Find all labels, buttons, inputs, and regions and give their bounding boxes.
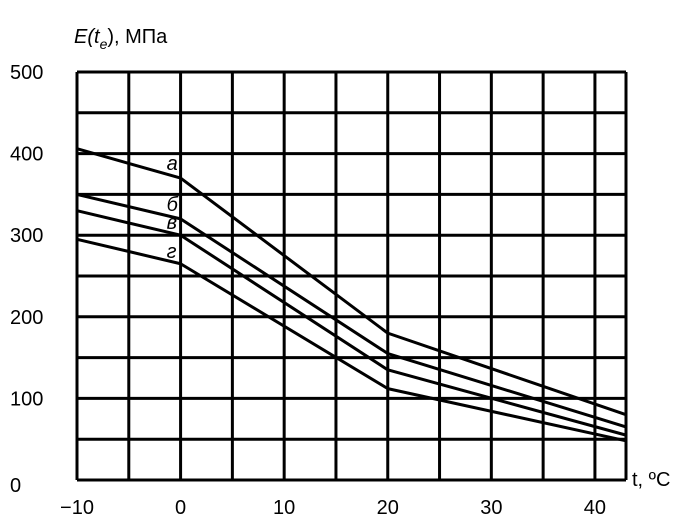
grid xyxy=(75,70,628,482)
y-tick-label: 200 xyxy=(10,307,43,329)
x-axis-title: t, ºC xyxy=(632,469,670,491)
series-line-б xyxy=(76,192,627,429)
y-axis-title-main: E(t xyxy=(74,26,101,48)
y-tick-label: 100 xyxy=(10,388,43,410)
y-tick-label: 300 xyxy=(10,225,43,247)
series-label-б: б xyxy=(167,194,179,216)
series-group xyxy=(76,147,627,443)
y-tick-label: 0 xyxy=(10,475,21,497)
x-axis-tick-labels: −10 0 10 20 30 40 xyxy=(60,497,606,519)
y-tick-label: 400 xyxy=(10,144,43,166)
y-axis-title-tail: ), МПа xyxy=(107,26,168,48)
x-tick-label: 10 xyxy=(273,497,295,519)
x-tick-label: 20 xyxy=(377,497,399,519)
y-axis-tick-labels: 0 100 200 300 400 500 xyxy=(10,62,43,497)
y-tick-label: 500 xyxy=(10,62,43,84)
y-axis-title-sub: e xyxy=(100,36,108,52)
x-tick-label: −10 xyxy=(60,497,94,519)
series-line-а xyxy=(76,147,627,417)
series-line-г xyxy=(76,237,627,443)
y-axis-title: E(te), МПа xyxy=(74,26,168,52)
x-tick-label: 30 xyxy=(480,497,502,519)
series-label-а: а xyxy=(167,153,178,175)
series-label-г: г xyxy=(167,241,177,263)
series-line-в xyxy=(76,209,627,437)
x-tick-label: 0 xyxy=(175,497,186,519)
x-tick-label: 40 xyxy=(584,497,606,519)
series-label-в: в xyxy=(167,212,177,234)
